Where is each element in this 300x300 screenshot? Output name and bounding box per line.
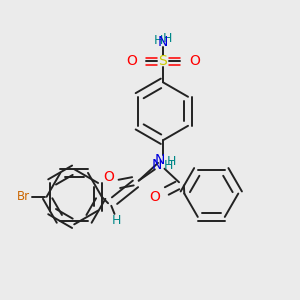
- Text: Br: Br: [17, 190, 30, 203]
- Text: H: H: [153, 34, 163, 47]
- Text: O: O: [189, 54, 200, 68]
- Text: O: O: [149, 190, 160, 204]
- Text: N: N: [154, 153, 165, 167]
- Text: H: H: [164, 159, 173, 172]
- Text: H: H: [163, 32, 172, 45]
- Text: H: H: [166, 155, 176, 168]
- Text: O: O: [103, 170, 115, 184]
- Text: N: N: [158, 35, 168, 49]
- Text: O: O: [126, 54, 137, 68]
- Text: N: N: [152, 158, 162, 172]
- Text: S: S: [158, 54, 167, 68]
- Text: H: H: [111, 214, 121, 227]
